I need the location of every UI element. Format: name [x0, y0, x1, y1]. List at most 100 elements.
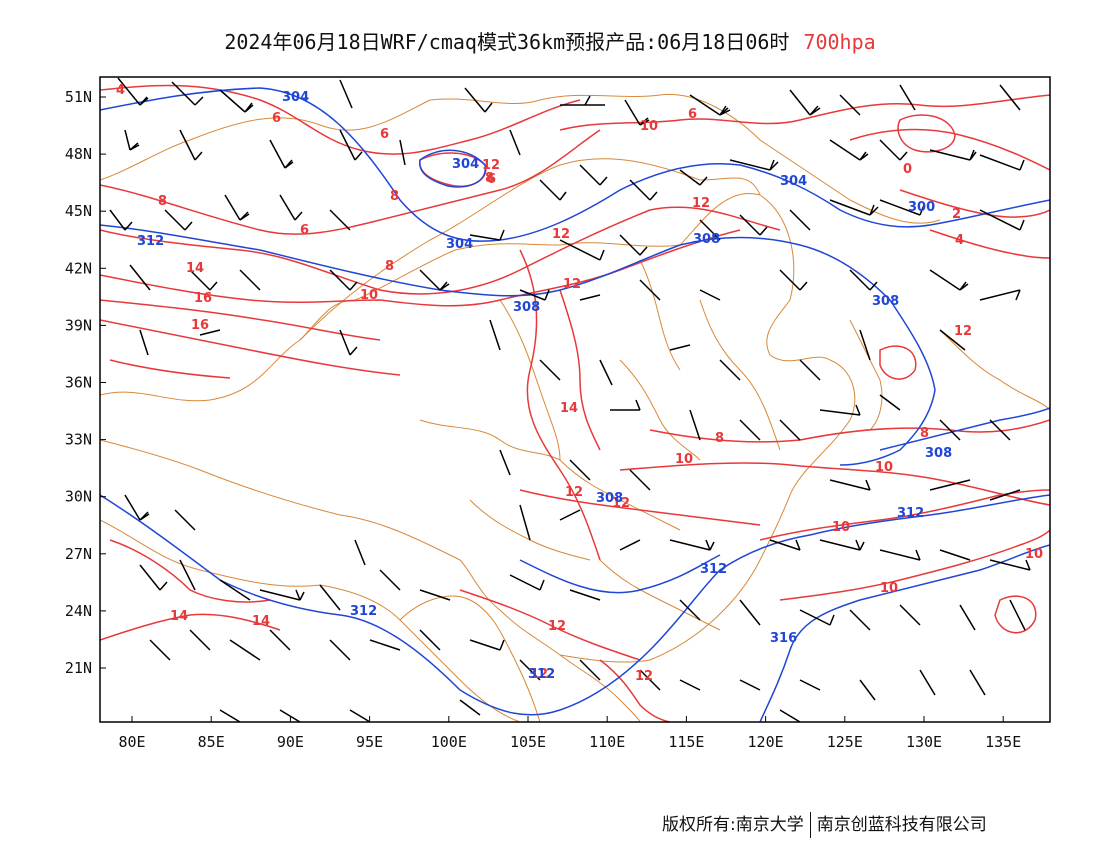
wind-barb [610, 399, 641, 411]
title-level: 700hpa [803, 30, 876, 54]
wind-barb [329, 269, 358, 291]
wind-barb [879, 199, 925, 216]
temperature-contour-label: 12 [635, 669, 653, 684]
height-contour-label: 308 [513, 300, 540, 315]
temperature-contour-label: 14 [170, 609, 188, 624]
wind-barb [859, 329, 871, 361]
isotherm-16 [109, 359, 231, 379]
wind-barb [729, 159, 779, 171]
temperature-contour-label: 8 [385, 259, 394, 274]
province-1 [419, 419, 561, 461]
temperature-contour-label: 14 [186, 261, 204, 276]
province-8 [639, 259, 681, 371]
wind-barb [639, 279, 661, 301]
lat-label: 21N [65, 659, 92, 677]
temperature-contour-label: 10 [640, 119, 658, 134]
wind-barb [379, 569, 401, 591]
wind-barb [799, 679, 821, 691]
wind-barb [509, 129, 521, 156]
wind-barb [189, 629, 211, 651]
temperature-contour-label: 10 [832, 520, 850, 535]
wind-barb [989, 559, 1031, 571]
isotherm-10 [100, 229, 741, 307]
height-304-closed [419, 149, 486, 188]
isotherm-closed-2 [994, 595, 1037, 634]
wind-barb [679, 679, 701, 691]
boundary-lines [100, 93, 1050, 722]
wind-barb [509, 574, 545, 591]
province-2 [559, 459, 681, 531]
height-contour-label: 308 [596, 491, 623, 506]
temperature-contour-label: 12 [954, 324, 972, 339]
wind-barb [819, 539, 865, 551]
wind-barb [109, 209, 133, 231]
height-contour-label: 312 [137, 234, 164, 249]
isotherm-12-lower [519, 489, 761, 526]
wind-barb [1009, 599, 1026, 631]
lon-label: 95E [356, 733, 383, 751]
lon-label: 125E [827, 733, 863, 751]
height-contour-label: 308 [693, 232, 720, 247]
wind-barb [579, 164, 608, 186]
temperature-contour-label: 10 [360, 288, 378, 303]
wind-barb [599, 359, 613, 386]
height-contour-label: 312 [897, 506, 924, 521]
wind-barb [699, 219, 721, 241]
temperature-contour-label: 12 [530, 667, 548, 682]
height-contour-label: 316 [770, 631, 797, 646]
wind-barbs [109, 77, 1031, 722]
wind-barb [399, 139, 406, 166]
isotherm-closed-4 [897, 114, 956, 153]
lon-label: 85E [198, 733, 225, 751]
wind-barb [799, 609, 835, 626]
height-contour-label: 304 [446, 237, 473, 252]
china-border [100, 192, 856, 663]
temperature-contour-label: 8 [485, 171, 494, 186]
wind-barb [789, 209, 811, 231]
wind-barb [419, 269, 450, 291]
wind-barb [139, 329, 149, 356]
temperature-contour-label: 6 [688, 107, 697, 122]
wind-barb [979, 154, 1025, 171]
wind-barb [179, 559, 196, 591]
wind-barb [789, 89, 821, 116]
footer: 版权所有:南京大学 南京创蓝科技有限公司 [662, 810, 987, 838]
wind-barb [354, 539, 366, 566]
wind-barb [329, 639, 351, 661]
lon-label: 120E [748, 733, 784, 751]
temperature-contour-label: 12 [548, 619, 566, 634]
wind-barb [369, 639, 401, 651]
wind-barb [849, 609, 871, 631]
temperature-contour-label: 6 [487, 172, 496, 187]
height-312 [100, 494, 1050, 716]
wind-barb [579, 659, 601, 681]
lat-label: 36N [65, 374, 92, 392]
lon-label: 80E [118, 733, 145, 751]
wind-barb [124, 494, 150, 521]
temperature-contour-label: 10 [875, 460, 893, 475]
height-308-east [879, 407, 1050, 451]
wind-barb [989, 419, 1011, 441]
wind-barb [619, 234, 648, 256]
temperature-contour-label: 8 [158, 194, 167, 209]
temperature-contour-label: 8 [390, 189, 399, 204]
wind-barb [719, 359, 741, 381]
wind-barb [269, 139, 294, 169]
temperature-contour-label: 12 [482, 158, 500, 173]
temperature-contour-label: 14 [560, 401, 578, 416]
wind-barb [149, 639, 171, 661]
temperature-contour-label: 12 [612, 496, 630, 511]
lat-label: 24N [65, 602, 92, 620]
height-304 [100, 87, 1050, 242]
height-contour-label: 312 [528, 667, 555, 682]
temperature-contour-label: 4 [116, 83, 125, 98]
height-contour-label: 304 [282, 90, 309, 105]
height-contour-label: 312 [350, 604, 377, 619]
wind-barb [229, 639, 261, 661]
wind-barb [979, 209, 1025, 231]
wind-barb [164, 209, 193, 231]
plot-frame [99, 76, 1051, 723]
wind-barb [624, 99, 650, 126]
wind-barb [669, 344, 691, 351]
mongolia-border [299, 158, 761, 341]
